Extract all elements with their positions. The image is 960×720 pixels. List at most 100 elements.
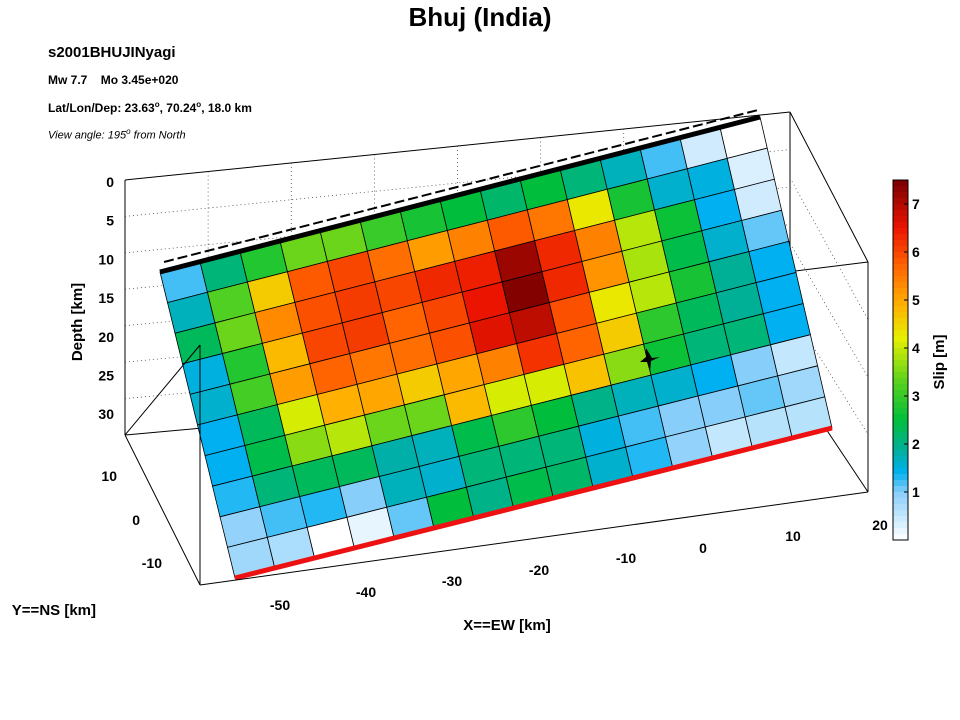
colorbar-segment (893, 258, 908, 265)
depth-tick-label: 5 (106, 213, 114, 229)
fault-patch-grid (159, 109, 833, 581)
depth-tick-label: 20 (98, 329, 114, 345)
location-line: Lat/Lon/Dep: 23.63o, 70.24o, 18.0 km (48, 100, 252, 115)
y-tick-label: 0 (132, 512, 140, 528)
colorbar-segment (893, 372, 908, 379)
depth-tick-label: 15 (98, 290, 114, 306)
mw-value: Mw 7.7 (48, 73, 88, 87)
mo-value: Mo 3.45e+020 (100, 73, 179, 87)
colorbar-segment (893, 522, 908, 529)
colorbar-tick-label: 2 (912, 436, 920, 452)
colorbar-tick-label: 6 (912, 244, 920, 260)
x-tick-label: -10 (616, 550, 636, 566)
colorbar-segment (893, 402, 908, 409)
colorbar-tick-label: 4 (912, 340, 920, 356)
colorbar-segment (893, 486, 908, 493)
colorbar-segment (893, 480, 908, 487)
x-tick-label: 10 (785, 528, 801, 544)
box-edge-front (199, 491, 869, 586)
colorbar-segment (893, 378, 908, 385)
colorbar-segment (893, 228, 908, 235)
colorbar-segment (893, 366, 908, 373)
colorbar-segment (893, 396, 908, 403)
colorbar-segment (893, 438, 908, 445)
box-edge-back (124, 434, 201, 586)
colorbar-segment (893, 276, 908, 283)
depth-axis-label: Depth [km] (69, 283, 86, 361)
side-gridline (789, 177, 869, 320)
y-axis-label: Y==NS [km] (12, 602, 96, 619)
colorbar-segment (893, 180, 908, 187)
colorbar-segment (893, 288, 908, 295)
colorbar-tick-label: 1 (912, 484, 920, 500)
colorbar-segment (893, 294, 908, 301)
colorbar-segment (893, 528, 908, 535)
colorbar-segment (893, 282, 908, 289)
colorbar-segment (893, 204, 908, 211)
colorbar-segment (893, 444, 908, 451)
view-angle-line: View angle: 195o from North (48, 127, 186, 142)
colorbar-segment (893, 462, 908, 469)
y-tick-label: 10 (101, 468, 117, 484)
colorbar-segment (893, 330, 908, 337)
colorbar-segment (893, 468, 908, 475)
magnitude-line: Mw 7.7 Mo 3.45e+020 (48, 73, 178, 87)
colorbar-segment (893, 384, 908, 391)
colorbar-segment (893, 390, 908, 397)
colorbar-segment (893, 348, 908, 355)
fault-trace (163, 109, 759, 263)
x-tick-label: -40 (356, 584, 376, 600)
depth-tick-label: 0 (106, 174, 114, 190)
colorbar-segment (893, 234, 908, 241)
box-edge-back (789, 111, 869, 263)
x-tick-label: -30 (442, 573, 462, 589)
colorbar-frame (892, 179, 909, 541)
colorbar-segment (893, 216, 908, 223)
dep-value: 18.0 km (207, 101, 252, 115)
depth-tick-label: 10 (98, 251, 114, 267)
x-tick-label: -20 (529, 562, 549, 578)
colorbar-segment (893, 192, 908, 199)
colorbar-segment (893, 534, 908, 541)
colorbar-segment (893, 510, 908, 517)
lon-value: 70.24 (166, 101, 197, 115)
colorbar-segment (893, 186, 908, 193)
y-tick-label: -10 (142, 555, 162, 571)
fault-top-edge (159, 114, 761, 275)
depth-tick-label: 30 (98, 406, 114, 422)
colorbar-segment (893, 306, 908, 313)
colorbar-segment (893, 210, 908, 217)
colorbar-segment (893, 240, 908, 247)
colorbar-segment (893, 318, 908, 325)
colorbar-segment (893, 360, 908, 367)
colorbar-segment (893, 312, 908, 319)
colorbar: 1 2 3 4 5 6 7 (892, 179, 920, 541)
colorbar-segment (893, 498, 908, 505)
x-tick-label: -50 (270, 597, 290, 613)
colorbar-segment (893, 504, 908, 511)
colorbar-segment (893, 426, 908, 433)
colorbar-segment (893, 408, 908, 415)
colorbar-segment (893, 270, 908, 277)
x-tick-label: 20 (872, 517, 888, 533)
colorbar-label: Slip [m] (931, 334, 948, 389)
colorbar-segment (893, 492, 908, 499)
colorbar-tick-label: 3 (912, 388, 920, 404)
lat-value: 23.63 (124, 101, 155, 115)
colorbar-segment (893, 456, 908, 463)
colorbar-segment (893, 474, 908, 481)
colorbar-segment (893, 300, 908, 307)
colorbar-segment (893, 264, 908, 271)
colorbar-segment (893, 252, 908, 259)
axis-ticks: 0 5 10 15 20 25 30 -50 -40 -30 -20 -10 0 10 20 10 0 -10 (98, 174, 888, 613)
colorbar-segment (893, 342, 908, 349)
x-tick-label: 0 (699, 540, 707, 556)
colorbar-segment (893, 324, 908, 331)
colorbar-segment (893, 246, 908, 253)
colorbar-segment (893, 198, 908, 205)
colorbar-segment (893, 354, 908, 361)
colorbar-segment (893, 450, 908, 457)
event-id: s2001BHUJINyagi (48, 44, 176, 61)
colorbar-tick-label: 7 (912, 196, 920, 212)
